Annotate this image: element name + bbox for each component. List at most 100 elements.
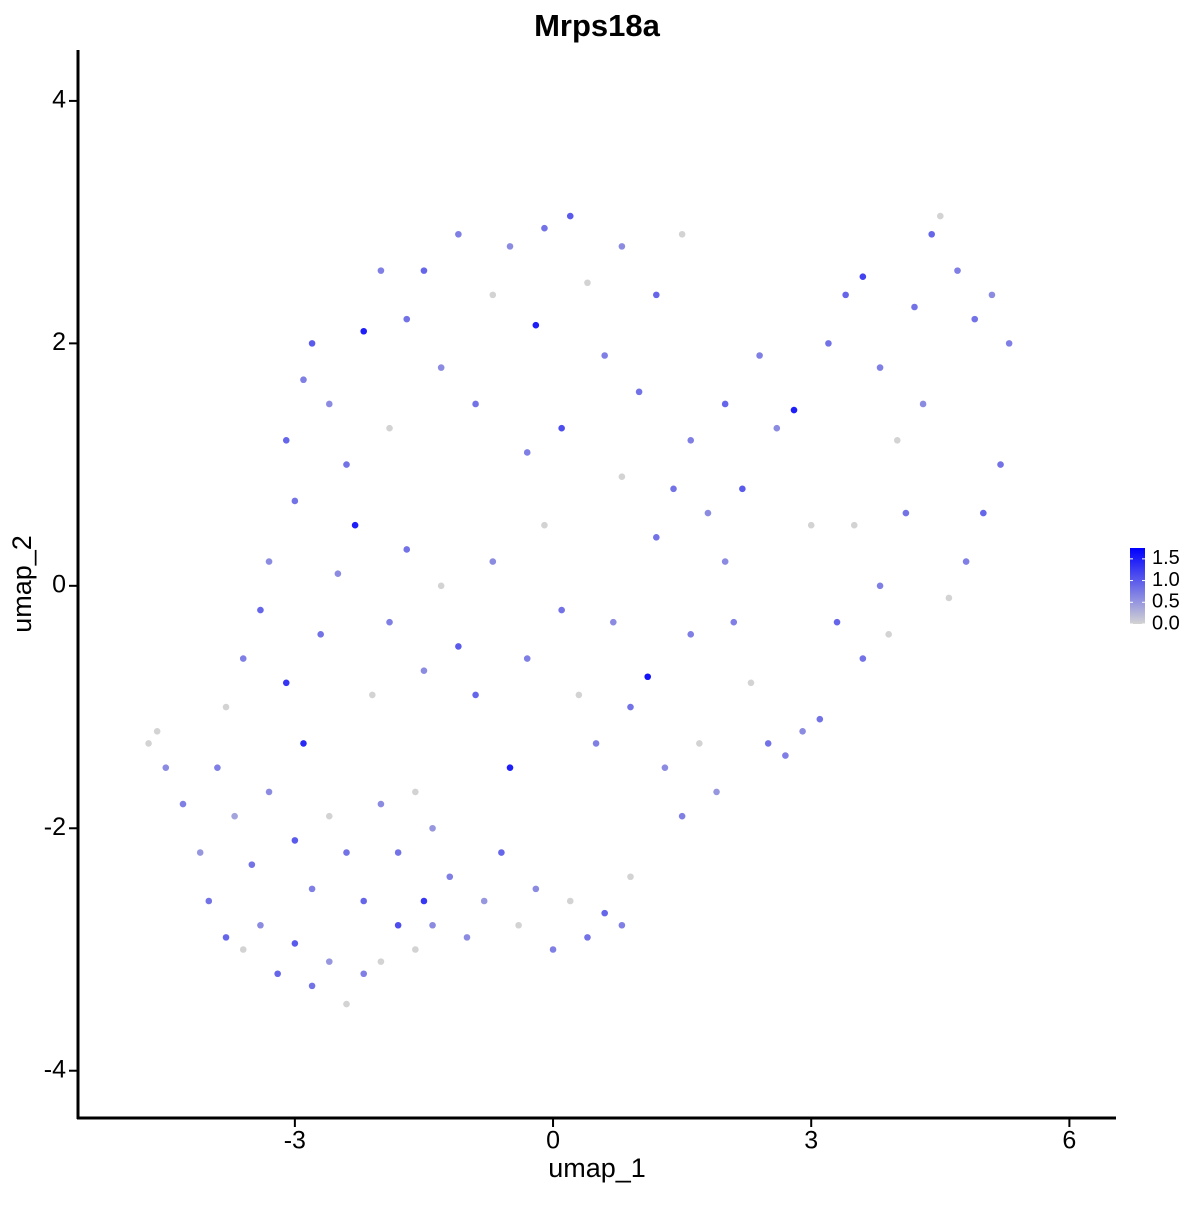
point (325, 812, 333, 820)
point (678, 230, 686, 238)
point (429, 824, 436, 832)
point (222, 934, 230, 941)
point (291, 837, 299, 844)
point (971, 315, 979, 323)
point (377, 958, 385, 965)
point (394, 849, 402, 856)
point (739, 485, 746, 493)
point (239, 946, 247, 953)
point (627, 873, 634, 881)
y-tick-label: 4 (52, 86, 66, 114)
point (721, 400, 729, 408)
colorbar-label: 0.5 (1152, 591, 1180, 613)
point (437, 364, 445, 371)
point (687, 631, 695, 638)
point (222, 703, 230, 711)
y-tick-label: -4 (44, 1055, 66, 1083)
colorbar-label: 1.5 (1152, 547, 1180, 569)
point (919, 400, 927, 408)
x-tick-label: 0 (546, 1127, 560, 1155)
point (756, 352, 763, 359)
point (274, 970, 281, 978)
point (782, 752, 789, 759)
point (713, 788, 720, 796)
colorbar (1130, 548, 1145, 624)
x-tick-label: 6 (1062, 1127, 1076, 1155)
point (291, 940, 299, 947)
point (876, 364, 884, 371)
point (773, 424, 781, 432)
point (566, 212, 574, 220)
y-tick-label: 0 (52, 570, 66, 598)
point (308, 340, 316, 347)
point (489, 291, 497, 299)
point (902, 509, 910, 517)
point (369, 691, 376, 699)
point (282, 679, 290, 687)
point (532, 321, 540, 329)
point (343, 849, 350, 856)
point (412, 946, 419, 953)
point (962, 558, 970, 565)
point (446, 873, 454, 881)
point (498, 849, 505, 856)
point (308, 982, 316, 990)
point (876, 582, 884, 590)
point (412, 788, 419, 796)
point (747, 679, 755, 687)
point (162, 764, 170, 771)
point (937, 212, 944, 220)
point (343, 1000, 350, 1008)
point (601, 909, 608, 917)
point (394, 921, 402, 929)
point (911, 303, 918, 311)
point (627, 703, 634, 711)
point (592, 740, 600, 747)
point (653, 291, 660, 299)
point (403, 546, 411, 553)
point (635, 388, 643, 396)
x-axis-title: umap_1 (548, 1153, 646, 1183)
point (145, 740, 152, 747)
point (721, 558, 729, 565)
point (265, 558, 273, 565)
point (764, 740, 772, 747)
point (360, 327, 368, 335)
point (300, 740, 307, 747)
point (644, 673, 652, 681)
point (566, 897, 574, 905)
chart-title: Mrps18a (534, 8, 661, 43)
point (386, 424, 393, 432)
colorbar-label: 0.0 (1152, 612, 1180, 634)
point (179, 800, 187, 808)
point (291, 497, 299, 505)
point (980, 509, 987, 517)
point (859, 273, 867, 280)
point (282, 437, 290, 444)
point (945, 594, 953, 602)
point (575, 691, 583, 699)
point (480, 897, 488, 905)
y-tick-label: -2 (44, 813, 66, 841)
point (429, 921, 436, 929)
point (558, 424, 565, 432)
point (325, 400, 333, 408)
point (257, 606, 264, 614)
point (455, 643, 462, 650)
point (661, 764, 669, 771)
point (893, 437, 901, 444)
point (506, 243, 514, 250)
point (807, 521, 815, 529)
point (704, 509, 712, 517)
point (463, 934, 471, 941)
point (601, 352, 608, 359)
point (618, 473, 626, 481)
point (506, 764, 514, 771)
point (678, 812, 686, 820)
colorbar-label: 1.0 (1152, 569, 1180, 591)
point (437, 582, 445, 590)
point (825, 340, 832, 347)
point (334, 570, 342, 577)
point (618, 921, 626, 929)
